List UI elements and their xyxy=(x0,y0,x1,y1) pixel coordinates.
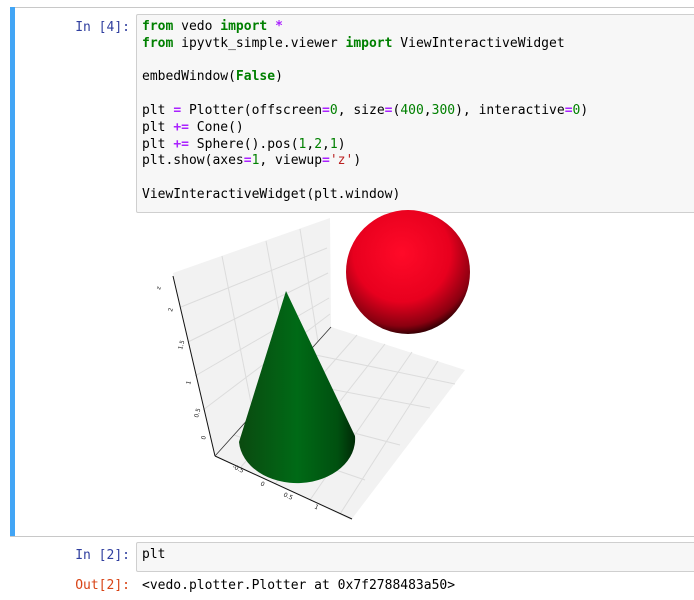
code-token: , xyxy=(423,102,432,118)
code-line: from ipyvtk_simple.viewer import ViewInt… xyxy=(142,36,588,53)
code-token: ), interactive xyxy=(455,102,565,118)
code-token: ) xyxy=(353,153,362,169)
code-content[interactable]: plt xyxy=(142,547,165,564)
code-token: 1 xyxy=(298,136,307,152)
z-axis xyxy=(172,275,216,457)
code-token: 1 xyxy=(329,136,338,152)
code-token: = xyxy=(322,153,330,169)
code-line: plt xyxy=(142,547,165,564)
code-line: plt.show(axes=1, viewup='z') xyxy=(142,153,588,170)
code-token: = xyxy=(384,102,393,118)
x-tick: -0.5 xyxy=(231,463,245,474)
code-token: 0 xyxy=(329,102,338,118)
code-line: plt = Plotter(offscreen=0, size=(400,300… xyxy=(142,103,588,120)
code-token: vedo xyxy=(173,19,221,34)
code-line: embedWindow(False) xyxy=(142,69,588,86)
code-token: 2 xyxy=(314,136,323,152)
z-tick: 1.5 xyxy=(177,339,186,350)
code-token: ( xyxy=(392,102,401,118)
code-token: from xyxy=(142,35,174,51)
code-line: plt += Cone() xyxy=(142,120,588,137)
code-token: embedWindow( xyxy=(142,69,236,85)
code-token: plt xyxy=(142,102,174,118)
code-token: , size xyxy=(337,102,385,118)
code-token: Sphere().pos( xyxy=(188,136,299,152)
output-text: <vedo.plotter.Plotter at 0x7f2788483a50> xyxy=(142,578,456,593)
notebook-cell-selected[interactable] xyxy=(10,7,694,537)
code-line: from vedo import * xyxy=(142,19,588,36)
input-prompt: In [2]: xyxy=(75,548,130,563)
code-token: 1 xyxy=(251,153,260,169)
code-editor[interactable] xyxy=(136,542,694,572)
code-token: = xyxy=(564,102,573,118)
x-tick: 0.5 xyxy=(282,491,294,501)
code-token: , xyxy=(322,136,330,152)
z-tick: 2 xyxy=(167,307,175,313)
code-token: import xyxy=(345,35,393,51)
code-token: 'z' xyxy=(329,153,354,169)
z-axis-label: z xyxy=(155,286,163,291)
code-token: 300 xyxy=(431,102,456,118)
output-prompt: Out[2]: xyxy=(75,578,130,593)
code-token: 400 xyxy=(400,102,424,118)
code-token: = xyxy=(243,153,252,169)
z-tick: 1 xyxy=(185,380,193,386)
code-token: ipyvtk_simple.viewer xyxy=(173,35,346,51)
code-token: = xyxy=(173,102,182,118)
code-token: Plotter(offscreen xyxy=(181,102,323,118)
input-prompt: In [4]: xyxy=(75,20,130,35)
x-tick: 1 xyxy=(313,503,320,511)
code-token: ) xyxy=(580,102,589,118)
x-tick: 0 xyxy=(259,480,266,488)
code-token: ViewInteractiveWidget xyxy=(392,35,565,51)
x-axis xyxy=(214,455,353,520)
code-token: , viewup xyxy=(259,153,323,169)
code-token: plt.show(axes xyxy=(142,153,244,169)
code-token: 0 xyxy=(572,102,581,118)
code-token: from xyxy=(142,19,174,34)
code-content[interactable]: from vedo import * from ipyvtk_simple.vie… xyxy=(142,19,588,204)
cell-selection-bar xyxy=(10,7,15,536)
code-token: += xyxy=(173,119,189,135)
code-token: += xyxy=(173,136,189,152)
code-token: , xyxy=(306,136,315,152)
code-token: False xyxy=(235,69,276,85)
cone xyxy=(239,291,356,484)
code-token: ) xyxy=(275,69,283,85)
code-editor[interactable] xyxy=(136,14,694,213)
code-line: ViewInteractiveWidget(plt.window) xyxy=(142,187,588,204)
code-token: * xyxy=(275,19,283,34)
grid-wall-back xyxy=(173,218,331,456)
code-token: Cone() xyxy=(188,119,244,135)
z-tick: 0.5 xyxy=(193,407,202,418)
code-token: ViewInteractiveWidget(plt.window) xyxy=(142,186,401,202)
code-token: plt xyxy=(142,136,174,152)
code-token: ) xyxy=(337,136,346,152)
sphere xyxy=(346,210,470,334)
z-tick: 0 xyxy=(200,435,208,441)
code-token: plt xyxy=(142,119,174,135)
code-token: import xyxy=(220,19,268,34)
code-line: plt += Sphere().pos(1,2,1) xyxy=(142,137,588,154)
code-token: = xyxy=(322,102,330,118)
code-token: plt xyxy=(142,547,166,562)
